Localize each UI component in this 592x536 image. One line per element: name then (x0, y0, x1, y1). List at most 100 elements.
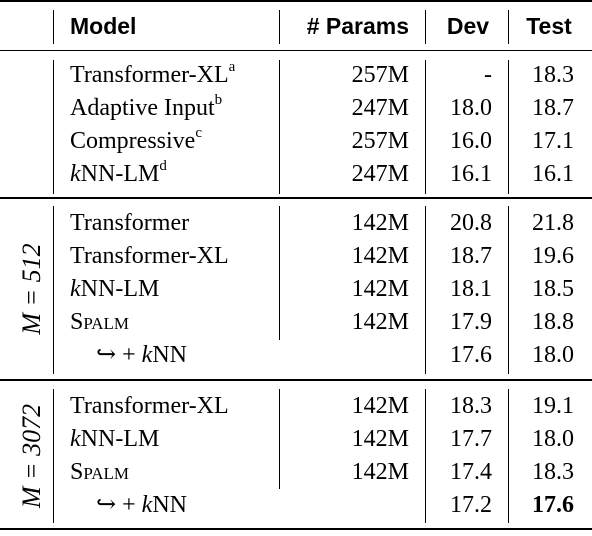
params-cell: 142M (351, 243, 409, 269)
vrule-g0-3 (425, 60, 426, 194)
vrule-header-4 (508, 10, 509, 44)
test-cell: 18.0 (532, 426, 574, 452)
dev-cell: 16.0 (450, 128, 492, 154)
vrule-g1-2 (279, 206, 280, 340)
model-prefix: k (70, 426, 81, 452)
header-model: Model (70, 13, 137, 39)
params-cell: 247M (351, 161, 409, 187)
model-prefix: k (70, 276, 81, 302)
model-prefix: k (70, 161, 81, 187)
test-cell: 16.1 (532, 161, 574, 187)
model-cell: Transformer-XL (70, 240, 229, 272)
model-prefix: k (141, 342, 153, 368)
vrule-g0-4 (508, 60, 509, 194)
dev-cell: 17.7 (450, 426, 492, 452)
model-name: NN-LM (80, 276, 160, 302)
group1-rule (0, 197, 592, 199)
test-cell-best: 17.6 (532, 492, 574, 518)
params-cell: 142M (351, 393, 409, 419)
dev-cell: 18.0 (450, 95, 492, 121)
vrule-header-2 (279, 10, 280, 44)
vrule-g1-1 (53, 206, 54, 374)
vrule-g2-3 (425, 389, 426, 523)
params-cell: 257M (351, 128, 409, 154)
citation-mark: a (228, 59, 236, 75)
model-cell: Adaptive Inputb (70, 92, 222, 124)
model-name: Compressive (70, 128, 196, 154)
model-cell: Transformer-XLa (70, 59, 235, 91)
test-cell: 21.8 (532, 210, 574, 236)
citation-mark: d (159, 158, 167, 174)
vrule-g0-2 (279, 60, 280, 194)
vrule-g0-1 (53, 60, 54, 194)
params-cell: 142M (351, 210, 409, 236)
dev-cell: 18.7 (450, 243, 492, 269)
vrule-g2-4 (508, 389, 509, 523)
hook-arrow-icon: ↪ (96, 342, 117, 368)
vrule-g1-4 (508, 206, 509, 374)
model-name: Adaptive Input (70, 95, 215, 121)
params-cell: 142M (351, 309, 409, 335)
dev-cell: 17.9 (450, 309, 492, 335)
group2-label: M = 3072 (17, 403, 46, 509)
test-cell: 18.7 (532, 95, 574, 121)
dev-cell: 16.1 (450, 161, 492, 187)
model-name: Transformer-XL (70, 62, 229, 88)
hook-arrow-icon: ↪ (96, 492, 117, 518)
dev-cell: 18.3 (450, 393, 492, 419)
model-name: NN (152, 492, 187, 518)
group2-rule (0, 379, 592, 381)
test-cell: 17.1 (532, 128, 574, 154)
model-cell: ↪ + kNN (96, 339, 187, 371)
plus-sign: + (122, 492, 136, 518)
model-name: Transformer-XL (70, 393, 229, 419)
model-cell: Spalm (70, 456, 129, 488)
header-dev: Dev (446, 13, 490, 39)
dev-cell: - (484, 62, 492, 88)
test-cell: 18.0 (532, 342, 574, 368)
test-cell: 18.5 (532, 276, 574, 302)
dev-cell: 17.4 (450, 459, 492, 485)
model-name: Transformer-XL (70, 243, 229, 269)
model-cell: Spalm (70, 306, 129, 338)
model-name: Transformer (70, 210, 190, 236)
params-cell: 257M (351, 62, 409, 88)
bottom-rule (0, 528, 592, 530)
model-cell: Compressivec (70, 125, 202, 157)
params-cell: 247M (351, 95, 409, 121)
test-cell: 19.1 (532, 393, 574, 419)
model-name: NN-LM (80, 426, 160, 452)
vrule-header-1 (53, 10, 54, 44)
header-test: Test (526, 13, 572, 39)
header-params: # Params (306, 13, 409, 39)
params-cell: 142M (351, 459, 409, 485)
model-name: NN-LM (80, 161, 160, 187)
dev-cell: 18.1 (450, 276, 492, 302)
model-name: NN (152, 342, 187, 368)
test-cell: 18.3 (532, 62, 574, 88)
dev-cell: 20.8 (450, 210, 492, 236)
plus-sign: + (122, 342, 136, 368)
test-cell: 18.3 (532, 459, 574, 485)
test-cell: 19.6 (532, 243, 574, 269)
model-cell: Transformer (70, 207, 189, 239)
vrule-g2-1 (53, 389, 54, 523)
model-cell: ↪ + kNN (96, 489, 187, 521)
top-rule (0, 0, 592, 2)
model-cell: kNN-LM (70, 273, 159, 305)
vrule-g2-2 (279, 389, 280, 489)
model-name: Spalm (70, 459, 130, 485)
group1-label: M = 512 (17, 243, 46, 335)
model-cell: kNN-LMd (70, 158, 167, 190)
dev-cell: 17.6 (450, 342, 492, 368)
model-name: Spalm (70, 309, 130, 335)
vrule-g1-3 (425, 206, 426, 374)
params-cell: 142M (351, 426, 409, 452)
model-cell: kNN-LM (70, 423, 159, 455)
params-cell: 142M (351, 276, 409, 302)
citation-mark: c (195, 125, 202, 141)
test-cell: 18.8 (532, 309, 574, 335)
model-prefix: k (141, 492, 153, 518)
dev-cell: 17.2 (450, 492, 492, 518)
